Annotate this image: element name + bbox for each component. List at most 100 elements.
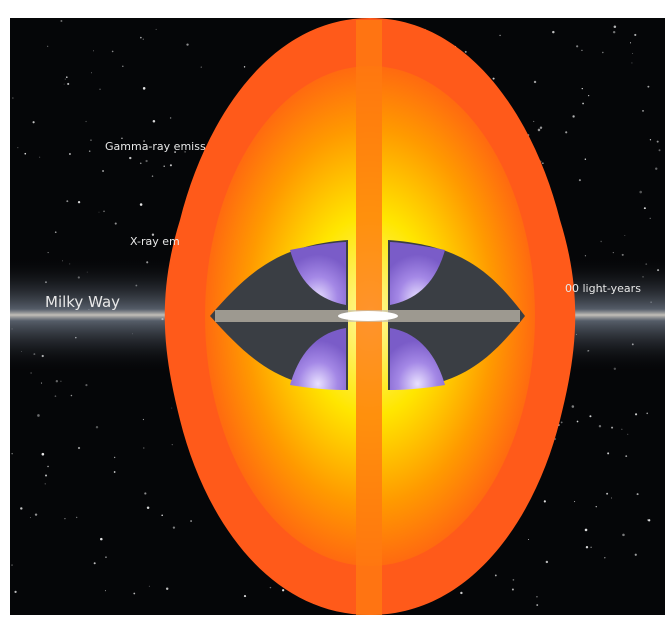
- star: [604, 556, 606, 559]
- star: [647, 85, 650, 88]
- star: [111, 50, 114, 53]
- star: [552, 30, 555, 34]
- star: [47, 465, 49, 468]
- star: [98, 211, 100, 213]
- star: [47, 45, 49, 47]
- star: [655, 167, 658, 170]
- star: [165, 587, 169, 590]
- star: [169, 164, 172, 167]
- star: [113, 456, 116, 459]
- xray-lobe: [390, 328, 445, 390]
- star: [612, 30, 616, 34]
- star: [148, 585, 150, 587]
- star: [66, 200, 69, 203]
- star: [114, 222, 117, 225]
- star: [93, 562, 96, 565]
- star: [639, 190, 642, 194]
- star: [190, 520, 193, 522]
- star: [590, 546, 592, 548]
- star: [581, 87, 583, 90]
- star: [282, 589, 285, 592]
- star: [145, 159, 148, 163]
- star: [20, 507, 23, 510]
- star: [90, 72, 92, 74]
- star: [11, 564, 13, 566]
- star: [105, 556, 107, 558]
- star: [598, 424, 602, 428]
- star: [41, 452, 45, 456]
- star: [129, 156, 132, 160]
- star: [494, 574, 497, 577]
- star: [573, 500, 576, 503]
- star: [576, 420, 579, 423]
- star: [646, 412, 649, 415]
- star: [146, 240, 148, 242]
- star: [642, 109, 644, 112]
- star: [113, 471, 116, 473]
- star: [613, 25, 617, 28]
- star: [102, 169, 105, 172]
- star: [643, 207, 646, 210]
- star: [163, 165, 165, 168]
- star: [151, 175, 154, 177]
- star: [632, 52, 634, 54]
- star: [152, 119, 156, 123]
- star: [243, 595, 247, 598]
- star: [63, 83, 65, 85]
- star: [184, 151, 186, 153]
- star: [95, 426, 99, 429]
- star: [68, 153, 71, 155]
- star: [627, 433, 629, 435]
- star: [54, 395, 57, 397]
- star: [649, 217, 651, 219]
- star: [143, 140, 145, 142]
- star: [611, 426, 614, 429]
- star: [171, 443, 173, 446]
- star: [606, 492, 609, 495]
- xray-lobe: [390, 242, 445, 305]
- star: [582, 102, 584, 105]
- star: [511, 588, 514, 591]
- star: [589, 415, 592, 418]
- star: [144, 492, 147, 495]
- star: [243, 66, 246, 68]
- star: [122, 65, 124, 67]
- star: [66, 76, 68, 78]
- star: [584, 528, 588, 532]
- star: [60, 380, 62, 382]
- star: [40, 382, 43, 384]
- star: [77, 446, 81, 450]
- star: [77, 200, 81, 204]
- star: [543, 500, 546, 503]
- star: [11, 452, 13, 455]
- star: [647, 519, 651, 522]
- star: [622, 533, 625, 537]
- star: [634, 553, 637, 556]
- star: [151, 233, 155, 236]
- star: [492, 77, 495, 80]
- star: [625, 455, 628, 458]
- star: [29, 517, 31, 519]
- star: [93, 50, 94, 52]
- star: [76, 516, 78, 519]
- star: [37, 414, 40, 417]
- star: [542, 162, 544, 165]
- star: [578, 179, 581, 182]
- star: [634, 33, 637, 37]
- star: [121, 137, 123, 139]
- star: [499, 34, 501, 37]
- label: Gamma-ray emiss: [105, 140, 206, 153]
- star: [630, 42, 632, 44]
- star: [588, 95, 590, 97]
- star: [146, 506, 150, 510]
- star: [576, 45, 579, 48]
- star: [584, 158, 587, 160]
- star: [536, 604, 539, 606]
- star: [47, 252, 49, 254]
- star: [139, 203, 143, 206]
- star: [90, 139, 92, 141]
- star: [602, 51, 604, 54]
- star: [104, 590, 106, 592]
- star: [155, 28, 157, 30]
